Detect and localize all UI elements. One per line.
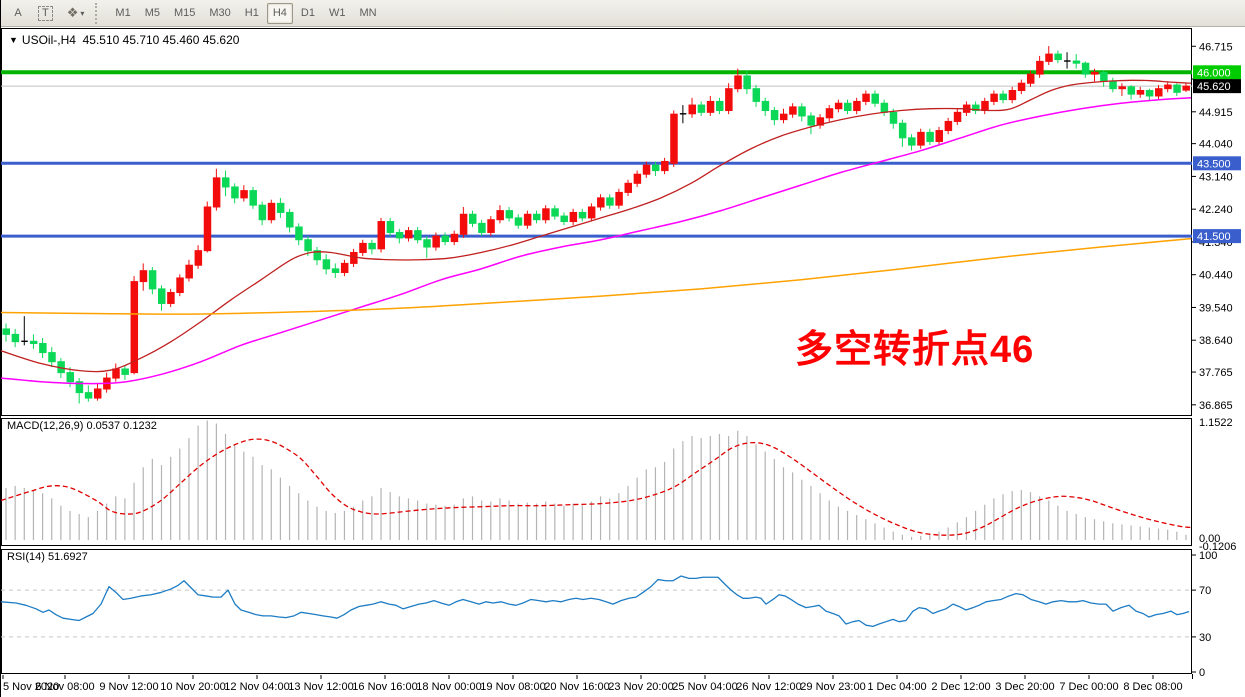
time-axis-label: 7 Dec 00:00 xyxy=(1059,681,1118,693)
time-axis-label: 26 Nov 12:00 xyxy=(736,681,801,693)
timeframe-button-mn[interactable]: MN xyxy=(353,3,382,24)
svg-text:46.000: 46.000 xyxy=(1197,67,1231,79)
svg-text:39.540: 39.540 xyxy=(1199,302,1233,314)
timeframe-button-m5[interactable]: M5 xyxy=(139,3,166,24)
chart-title: ▼ USOil-,H4 45.510 45.710 45.460 45.620 xyxy=(9,33,239,47)
time-axis-label: 9 Nov 12:00 xyxy=(99,681,158,693)
rsi-indicator-label: RSI(14) 51.6927 xyxy=(7,551,88,563)
time-axis-label: 1 Dec 04:00 xyxy=(867,681,926,693)
dropdown-caret-icon: ▾ xyxy=(80,8,85,18)
price-badge-43.500 xyxy=(1193,156,1241,171)
timeframe-button-m1[interactable]: M1 xyxy=(109,3,136,24)
time-axis-label: 16 Nov 16:00 xyxy=(352,681,417,693)
arrow-shapes-tool-button[interactable]: ❖ ▾ xyxy=(61,3,91,24)
time-axis-label: 3 Dec 20:00 xyxy=(995,681,1054,693)
timeframe-button-h4[interactable]: H4 xyxy=(266,2,293,24)
svg-text:45.620: 45.620 xyxy=(1197,81,1231,93)
chart-canvas[interactable]: 46.71545.81544.91544.04043.14042.24041.3… xyxy=(1,27,1245,697)
crossed-arrows-icon: ❖ xyxy=(66,5,79,20)
ma-mid-line xyxy=(1,97,1192,385)
rsi-pane-border xyxy=(1,549,1192,674)
rsi-name: RSI(14) xyxy=(7,551,45,563)
time-axis-label: 20 Nov 16:00 xyxy=(544,681,609,693)
timeframe-button-m15[interactable]: M15 xyxy=(168,3,201,24)
main-pane-layer xyxy=(1,46,1192,404)
svg-text:41.500: 41.500 xyxy=(1197,231,1231,243)
timeframe-button-h1[interactable]: H1 xyxy=(239,3,265,24)
text-annotation-tool-button[interactable]: A xyxy=(6,3,30,24)
svg-text:38.640: 38.640 xyxy=(1199,335,1233,347)
toolbar-grip[interactable] xyxy=(95,2,104,24)
timeframe-button-group: M1 M5 M15 M30 H1 H4 D1 W1 MN xyxy=(108,2,383,24)
rsi-axis-label: 70 xyxy=(1199,585,1211,597)
timeframe-button-m30[interactable]: M30 xyxy=(203,3,236,24)
svg-text:44.040: 44.040 xyxy=(1199,139,1233,151)
timeframe-button-w1[interactable]: W1 xyxy=(323,3,352,24)
rsi-value: 51.6927 xyxy=(47,551,88,563)
time-axis-label: 5 Nov 2020 xyxy=(3,681,59,693)
time-axis-label: 23 Nov 20:00 xyxy=(608,681,673,693)
svg-text:46.715: 46.715 xyxy=(1199,41,1233,53)
price-badge-41.500 xyxy=(1193,229,1241,244)
macd-axis-label: 1.1522 xyxy=(1199,417,1233,429)
chart-text-annotation[interactable]: 多空转折点46 xyxy=(795,329,1035,371)
price-badge-45.620 xyxy=(1193,79,1241,94)
price-scale[interactable]: 46.71545.81544.91544.04043.14042.24041.3… xyxy=(1192,41,1241,412)
candles-layer xyxy=(2,46,1190,404)
time-axis-label: 13 Nov 12:00 xyxy=(288,681,353,693)
symbol-dropdown-icon[interactable]: ▼ xyxy=(9,35,18,45)
time-axis-label: 25 Nov 04:00 xyxy=(672,681,737,693)
svg-text:40.440: 40.440 xyxy=(1199,270,1233,282)
svg-text:43.500: 43.500 xyxy=(1197,158,1231,170)
symbol-label: USOil-,H4 xyxy=(21,33,76,47)
macd-values: 0.0537 0.1232 xyxy=(86,420,157,432)
macd-indicator-label: MACD(12,26,9) 0.0537 0.1232 xyxy=(7,420,157,432)
svg-text:43.140: 43.140 xyxy=(1199,171,1233,183)
text-label-tool-button[interactable]: T xyxy=(32,3,59,24)
time-axis-label: 10 Nov 20:00 xyxy=(160,681,225,693)
time-axis-label: 8 Dec 08:00 xyxy=(1123,681,1182,693)
price-badge-46.000 xyxy=(1193,65,1241,80)
macd-signal-line xyxy=(1,438,1192,536)
time-axis-label: 2 Dec 12:00 xyxy=(931,681,990,693)
time-axis-label: 18 Nov 00:00 xyxy=(416,681,481,693)
text-label-tool-icon: T xyxy=(38,5,53,21)
svg-text:36.865: 36.865 xyxy=(1199,400,1233,412)
ma-slow-line xyxy=(1,237,1192,315)
svg-text:37.765: 37.765 xyxy=(1199,367,1233,379)
chart-toolbar: A T ❖ ▾ M1 M5 M15 M30 H1 H4 D1 W1 MN xyxy=(1,0,1245,27)
time-axis-label: 6 Nov 08:00 xyxy=(35,681,94,693)
macd-pane-border xyxy=(1,418,1192,546)
svg-text:42.240: 42.240 xyxy=(1199,204,1233,216)
macd-axis-label: 0.00 xyxy=(1199,533,1220,545)
macd-name: MACD(12,26,9) xyxy=(7,420,84,432)
rsi-pane-layer xyxy=(1,575,1192,638)
macd-axis-label: -0.1206 xyxy=(1199,541,1236,553)
svg-text:44.915: 44.915 xyxy=(1199,107,1233,119)
quote-ohlc-text: 45.510 45.710 45.460 45.620 xyxy=(82,33,240,47)
rsi-axis-label: 100 xyxy=(1199,550,1217,562)
time-axis-label: 29 Nov 23:00 xyxy=(800,681,865,693)
time-axis-label: 19 Nov 08:00 xyxy=(480,681,545,693)
rsi-line xyxy=(1,575,1190,628)
timeframe-button-d1[interactable]: D1 xyxy=(295,3,321,24)
rsi-axis-label: 0 xyxy=(1199,667,1205,679)
rsi-axis-label: 30 xyxy=(1199,632,1211,644)
main-pane-border xyxy=(1,28,1192,416)
macd-pane-layer xyxy=(1,420,1192,540)
ma-fast-line xyxy=(1,79,1192,373)
time-axis-label: 12 Nov 04:00 xyxy=(224,681,289,693)
